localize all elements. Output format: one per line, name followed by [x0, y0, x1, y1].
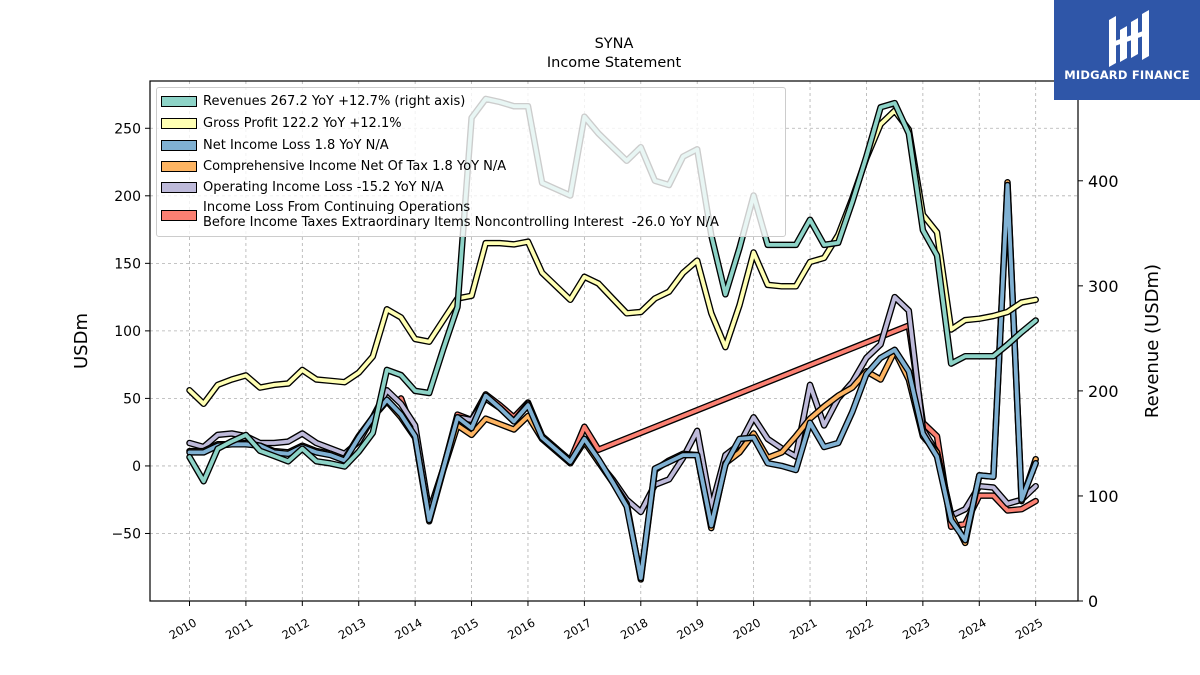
legend-swatch-net-income [161, 140, 197, 151]
x-tick-label: 2016 [505, 615, 537, 642]
legend-label-pretax-income: Income Loss From Continuing Operations B… [203, 200, 719, 230]
y-right-tick-label: 200 [1088, 382, 1119, 401]
legend-label-operating-income: Operating Income Loss -15.2 YoY N/A [203, 180, 444, 195]
logo-text: MIDGARD FINANCE [1064, 68, 1190, 82]
x-tick-label: 2012 [279, 615, 311, 642]
x-tick-label: 2025 [1013, 615, 1045, 642]
y-left-tick-label: −50 [111, 526, 141, 542]
x-tick-label: 2014 [392, 615, 424, 642]
y-left-tick-label: 200 [114, 189, 141, 205]
x-tick-label: 2019 [674, 615, 706, 642]
y-right-tick-label: 400 [1088, 172, 1119, 191]
x-tick-label: 2020 [731, 615, 763, 642]
x-tick-label: 2010 [167, 615, 199, 642]
chart-title: SYNA [595, 36, 634, 52]
y-left-tick-label: 50 [123, 391, 141, 407]
y-right-tick-label: 100 [1088, 487, 1119, 506]
chart-subtitle: Income Statement [547, 55, 682, 71]
chart-legend: Revenues 267.2 YoY +12.7% (right axis) G… [156, 87, 786, 237]
x-tick-label: 2011 [223, 615, 255, 642]
legend-label-comprehensive-income: Comprehensive Income Net Of Tax 1.8 YoY … [203, 159, 507, 174]
legend-label-gross-profit: Gross Profit 122.2 YoY +12.1% [203, 116, 402, 131]
legend-label-revenues: Revenues 267.2 YoY +12.7% (right axis) [203, 94, 466, 109]
legend-swatch-revenues [161, 96, 197, 107]
legend-swatch-comprehensive-income [161, 161, 197, 172]
y-right-tick-label: 300 [1088, 277, 1119, 296]
plot-frame [149, 80, 1079, 602]
legend-swatch-gross-profit [161, 118, 197, 129]
legend-swatch-operating-income [161, 182, 197, 193]
y-right-tick-label: 0 [1088, 592, 1098, 611]
legend-label-net-income: Net Income Loss 1.8 YoY N/A [203, 138, 389, 153]
y-left-tick-label: 250 [114, 121, 141, 137]
y-left-tick-label: 100 [114, 324, 141, 340]
x-tick-label: 2017 [562, 615, 594, 642]
x-tick-label: 2021 [787, 615, 819, 642]
x-tick-label: 2018 [618, 615, 650, 642]
y-left-tick-label: 0 [132, 459, 141, 475]
x-tick-label: 2023 [900, 615, 932, 642]
logo-mark-icon [1109, 10, 1149, 67]
series-line-net-income-loss [187, 183, 1038, 580]
left-axis-label: USDm [71, 313, 92, 369]
x-tick-label: 2022 [844, 615, 876, 642]
midgard-finance-logo: MIDGARD FINANCE [1054, 0, 1200, 100]
y-left-tick-label: 150 [114, 256, 141, 272]
x-tick-label: 2015 [449, 615, 481, 642]
right-axis-label: Revenue (USDm) [1142, 264, 1163, 418]
x-tick-label: 2013 [336, 615, 368, 642]
legend-swatch-pretax-income [161, 210, 197, 221]
x-tick-label: 2024 [956, 615, 988, 642]
